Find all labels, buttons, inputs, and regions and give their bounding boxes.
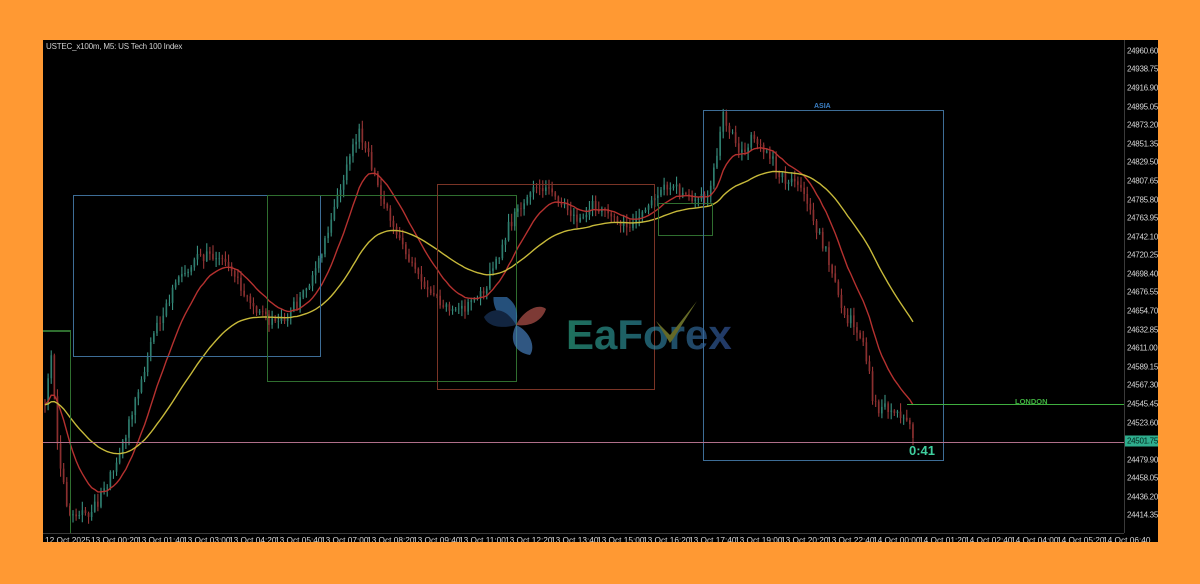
svg-text:EaForex: EaForex bbox=[566, 311, 732, 358]
